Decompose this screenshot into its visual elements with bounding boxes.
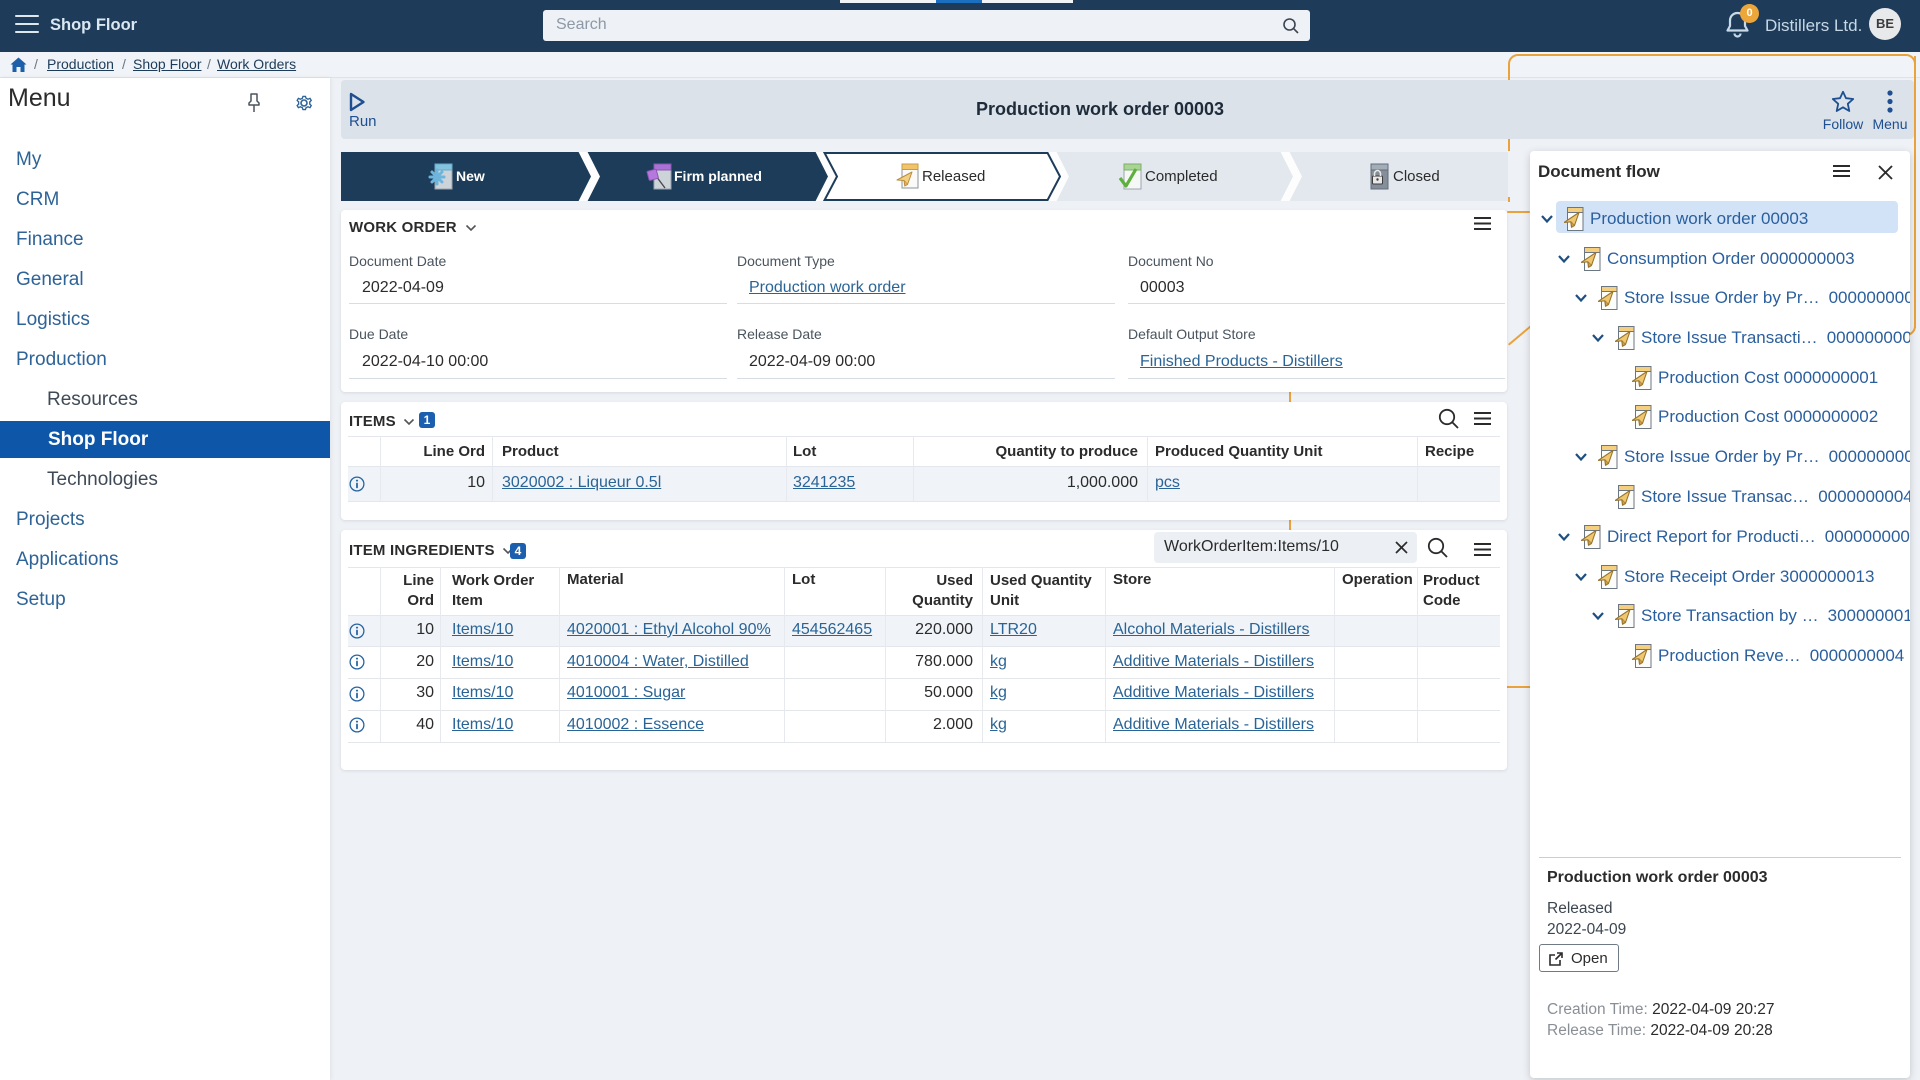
- svg-text:New: New: [456, 168, 485, 184]
- svg-text:Released: Released: [922, 168, 985, 185]
- svg-text:Closed: Closed: [1393, 168, 1440, 185]
- svg-text:Firm planned: Firm planned: [674, 168, 762, 184]
- svg-text:Completed: Completed: [1145, 168, 1218, 185]
